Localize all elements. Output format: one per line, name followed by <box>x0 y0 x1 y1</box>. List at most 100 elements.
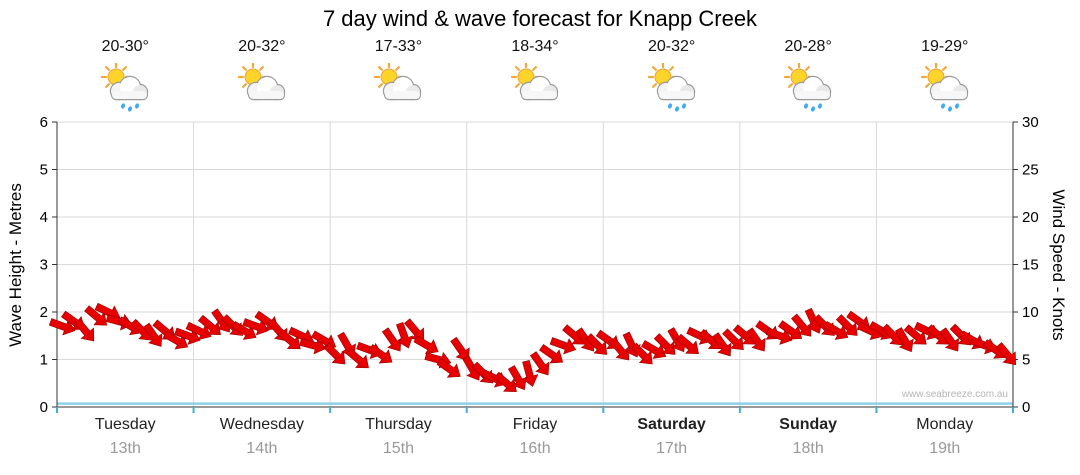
wind-barb <box>585 333 608 355</box>
day-column-friday: 18-34° <box>467 38 604 113</box>
svg-text:0: 0 <box>1022 399 1030 416</box>
wind-barb <box>493 371 517 392</box>
day-column-wednesday: 20-32° <box>194 38 331 113</box>
wind-barb <box>791 313 812 337</box>
partly-cloudy-rain-icon <box>779 61 837 113</box>
day-column-saturday: 20-32° <box>603 38 740 113</box>
svg-text:6: 6 <box>40 114 48 131</box>
wind-barb <box>778 320 803 340</box>
day-column-sunday: 20-28° <box>740 38 877 113</box>
day-column-thursday: 17-33° <box>330 38 467 113</box>
day-footer-friday: Friday 16th <box>467 416 604 458</box>
svg-text:15: 15 <box>1022 257 1039 274</box>
temperature-range-wednesday: 20-32° <box>238 38 286 55</box>
svg-text:10: 10 <box>1022 304 1039 321</box>
svg-text:3: 3 <box>40 257 48 274</box>
wind-barb <box>277 329 301 350</box>
svg-text:5: 5 <box>1022 352 1030 369</box>
wind-barb <box>84 305 108 326</box>
wind-barb <box>653 333 676 355</box>
day-date-friday: 16th <box>519 440 551 457</box>
wind-barb <box>323 342 346 365</box>
day-name-sunday: Sunday <box>779 416 838 433</box>
wind-barb <box>231 321 257 340</box>
svg-text:0: 0 <box>40 399 48 416</box>
wind-barb <box>765 327 793 345</box>
partly-cloudy-icon <box>233 61 291 113</box>
svg-text:2: 2 <box>40 304 48 321</box>
wind-barb <box>142 322 163 347</box>
day-headers: 20-30° 20-32° 17-33° 18-34° 20-32° 20-28° 19-2… <box>57 38 1013 113</box>
wind-barb <box>549 337 577 355</box>
wind-barb <box>939 327 960 352</box>
day-footer-tuesday: Tuesday 13th <box>57 416 194 458</box>
day-name-thursday: Thursday <box>365 416 432 433</box>
day-name-wednesday: Wednesday <box>219 416 304 433</box>
left-axis-label: Wave Height - Metres <box>6 183 25 347</box>
svg-text:5: 5 <box>40 162 48 179</box>
gridlines <box>57 121 1013 407</box>
svg-text:4: 4 <box>40 209 48 226</box>
wind-barb <box>185 321 212 340</box>
wind-barb <box>299 337 327 355</box>
wind-barb <box>368 344 393 364</box>
temperature-range-friday: 18-34° <box>511 38 559 55</box>
temperature-range-saturday: 20-32° <box>647 38 696 55</box>
wind-barb <box>521 359 539 387</box>
temperature-range-sunday: 20-28° <box>784 38 832 55</box>
day-footer-sunday: Sunday 18th <box>740 416 877 458</box>
svg-text:20: 20 <box>1022 209 1039 226</box>
wind-barb <box>381 327 402 352</box>
day-date-thursday: 15th <box>382 440 415 457</box>
wind-barb <box>74 318 95 342</box>
wind-barb <box>242 318 269 336</box>
wind-barb <box>345 348 369 369</box>
day-column-tuesday: 20-30° <box>57 38 194 113</box>
partly-cloudy-rain-icon <box>96 61 154 113</box>
partly-cloudy-icon <box>506 61 564 113</box>
wind-barb <box>197 314 221 335</box>
svg-text:30: 30 <box>1022 114 1039 131</box>
wind-barb <box>894 327 914 353</box>
wind-barb <box>48 318 76 336</box>
wind-barb <box>903 324 927 345</box>
day-footers: Tuesday 13th Wednesday 14th Thursday 15th Frid… <box>57 416 1013 458</box>
wind-barb <box>529 351 550 376</box>
day-column-monday: 19-29° <box>876 38 1013 113</box>
day-footer-thursday: Thursday 15th <box>330 416 467 458</box>
day-date-tuesday: 13th <box>109 440 141 457</box>
wind-barb <box>450 336 470 362</box>
svg-text:25: 25 <box>1022 162 1039 179</box>
wind-barb <box>675 333 699 354</box>
wind-barb <box>995 342 1016 366</box>
temperature-range-tuesday: 20-30° <box>101 38 149 55</box>
day-date-monday: 19th <box>929 440 961 457</box>
wind-barb <box>608 337 630 361</box>
day-date-sunday: 18th <box>792 440 824 457</box>
chart-title: 7 day wind & wave forecast for Knapp Cre… <box>322 6 758 31</box>
day-footer-saturday: Saturday 17th <box>603 416 740 458</box>
right-axis-label: Wind Speed - Knots <box>1049 189 1068 341</box>
partly-cloudy-rain-icon <box>916 61 974 113</box>
wind-barb <box>413 335 439 355</box>
partly-cloudy-rain-icon <box>643 61 701 113</box>
day-name-tuesday: Tuesday <box>94 416 156 433</box>
partly-cloudy-icon <box>369 61 427 113</box>
temperature-range-monday: 19-29° <box>921 38 969 55</box>
tick-labels: 0 1 2 3 4 5 6 0 5 10 15 20 25 30 <box>40 114 1039 416</box>
day-name-saturday: Saturday <box>637 416 706 433</box>
wind-barbs <box>48 302 1016 392</box>
wind-barb <box>835 314 858 336</box>
wind-barb <box>712 332 732 357</box>
wind-barb <box>539 344 564 364</box>
wind-barb <box>163 330 189 350</box>
temperature-range-thursday: 17-33° <box>374 38 423 55</box>
day-date-saturday: 17th <box>656 440 688 457</box>
wind-barb <box>746 327 766 352</box>
watermark: www.seabreeze.com.au <box>901 389 1008 400</box>
wind-barb <box>436 358 461 378</box>
day-name-friday: Friday <box>512 416 558 433</box>
svg-text:1: 1 <box>40 352 48 369</box>
